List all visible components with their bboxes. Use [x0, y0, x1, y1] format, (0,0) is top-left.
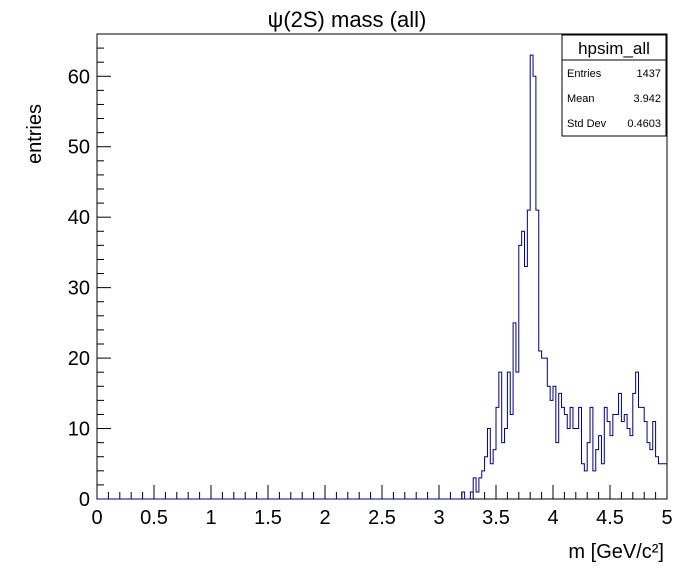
x-tick-label: 4	[547, 507, 558, 529]
stats-entries-label: Entries	[567, 68, 602, 80]
y-tick-label: 30	[68, 278, 90, 300]
y-tick-label: 60	[68, 66, 90, 88]
y-tick-label: 0	[79, 489, 90, 511]
y-tick-labels: 0 10 20 30 40 50 60	[68, 66, 90, 511]
x-tick-label: 2.5	[368, 507, 396, 529]
x-tick-label: 3	[433, 507, 444, 529]
chart-title: ψ(2S) mass (all)	[268, 7, 427, 32]
stats-histogram-name: hpsim_all	[578, 39, 650, 58]
y-tick-label: 20	[68, 348, 90, 370]
x-tick-label: 3.5	[482, 507, 510, 529]
x-tick-label: 1.5	[254, 507, 282, 529]
x-axis-label: m [GeV/c²]	[568, 541, 664, 563]
x-tick-label: 0.5	[140, 507, 168, 529]
y-axis-label: entries	[24, 104, 46, 164]
x-tick-label: 5	[661, 507, 672, 529]
stats-entries-value: 1437	[637, 68, 661, 80]
x-tick-labels: 0 0.5 1 1.5 2 2.5 3 3.5 4 4.5 5	[91, 507, 672, 529]
y-tick-label: 40	[68, 207, 90, 229]
stats-stddev-label: Std Dev	[567, 118, 607, 130]
x-tick-label: 1	[205, 507, 216, 529]
axis-ticks	[96, 33, 668, 500]
histogram-line	[97, 54, 667, 500]
x-tick-label: 2	[319, 507, 330, 529]
y-tick-label: 50	[68, 137, 90, 159]
stats-mean-value: 3.942	[633, 93, 661, 105]
x-tick-label: 4.5	[596, 507, 624, 529]
x-tick-label: 0	[91, 507, 102, 529]
stats-stddev-value: 0.4603	[627, 118, 661, 130]
stats-box-frame	[561, 34, 667, 137]
y-tick-label: 10	[68, 419, 90, 441]
stats-box: hpsim_all Entries 1437 Mean 3.942 Std De…	[561, 34, 667, 137]
stats-mean-label: Mean	[567, 93, 595, 105]
